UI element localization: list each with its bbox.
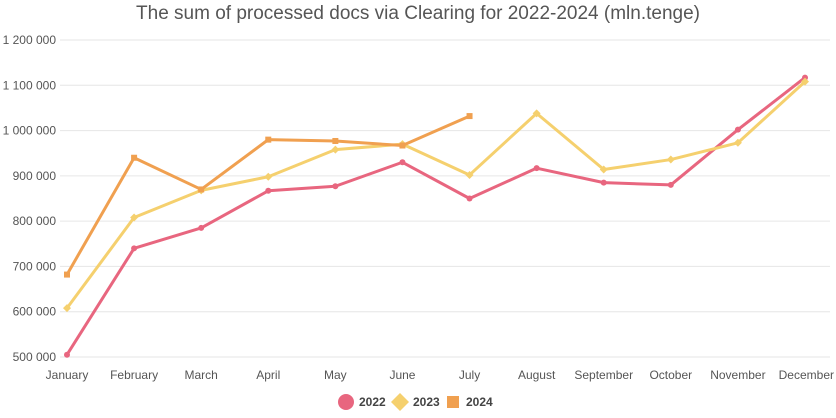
data-point-2024[interactable] [332,137,339,144]
y-tick-label: 700 000 [13,259,57,273]
data-point-2024[interactable] [198,186,205,193]
x-tick-label: November [710,368,765,382]
data-point-2023[interactable] [532,109,541,118]
x-tick-label: April [256,368,280,382]
data-point-2023[interactable] [733,138,742,147]
data-point-2023[interactable] [130,213,139,222]
data-point-2023[interactable] [63,304,71,313]
data-point-2023[interactable] [801,77,809,86]
data-point-2023[interactable] [666,155,675,164]
series-line-2023 [65,80,807,310]
legend-circle-icon [338,394,354,410]
series-group [63,74,809,358]
data-point-2022[interactable] [332,183,339,190]
x-tick-label: February [110,368,158,382]
x-tick-label: July [459,368,480,382]
x-tick-label: September [574,368,633,382]
data-point-2022[interactable] [399,159,406,166]
y-tick-label: 1 200 000 [3,33,57,47]
chart-title: The sum of processed docs via Clearing f… [136,3,700,24]
y-tick-label: 1 000 000 [3,124,57,138]
data-point-2022[interactable] [802,74,808,81]
legend-item-2024[interactable]: 2024 [447,395,493,409]
data-point-2023[interactable] [599,165,608,174]
data-point-2024[interactable] [131,154,138,161]
y-tick-label: 1 100 000 [3,78,57,92]
x-tick-label: December [779,368,834,382]
legend-diamond-icon [391,393,409,411]
data-point-2022[interactable] [533,165,540,172]
legend-item-2023[interactable]: 2023 [391,393,440,411]
series-2023 [63,77,809,313]
data-point-2023[interactable] [264,172,273,181]
y-tick-label: 500 000 [13,350,57,364]
series-2022 [64,74,808,358]
legend-square-icon [447,396,459,408]
x-tick-label: January [46,368,89,382]
data-point-2024[interactable] [64,271,70,278]
grid-lines [60,39,830,358]
data-point-2022[interactable] [667,181,674,188]
x-tick-label: May [324,368,347,382]
data-point-2022[interactable] [600,179,607,186]
y-tick-label: 800 000 [13,214,57,228]
data-point-2023[interactable] [465,170,474,179]
legend-item-2022[interactable]: 2022 [338,394,386,410]
data-point-2022[interactable] [131,245,138,252]
x-tick-label: March [185,368,218,382]
legend-label: 2024 [466,395,493,409]
data-point-2022[interactable] [265,187,272,194]
x-tick-label: October [649,368,692,382]
legend-label: 2023 [413,395,440,409]
x-axis: January February March April May June July Augu… [46,368,834,382]
data-point-2024[interactable] [265,136,272,143]
y-axis: 500 000 600 000 700 000 800 000 900 000 1 000… [3,33,57,364]
legend-label: 2022 [359,395,386,409]
x-tick-label: June [389,368,415,382]
data-point-2023[interactable] [331,145,340,154]
data-point-2022[interactable] [198,224,205,231]
data-point-2022[interactable] [64,351,70,358]
series-2024 [64,113,473,278]
legend[interactable]: 2022 2023 2024 [338,393,493,411]
data-point-2024[interactable] [399,142,406,149]
series-line-2022 [65,76,807,357]
data-point-2022[interactable] [734,126,741,133]
data-point-2024[interactable] [466,113,473,120]
y-tick-label: 900 000 [13,169,57,183]
y-tick-label: 600 000 [13,305,57,319]
data-point-2022[interactable] [466,195,473,202]
x-tick-label: August [518,368,556,382]
